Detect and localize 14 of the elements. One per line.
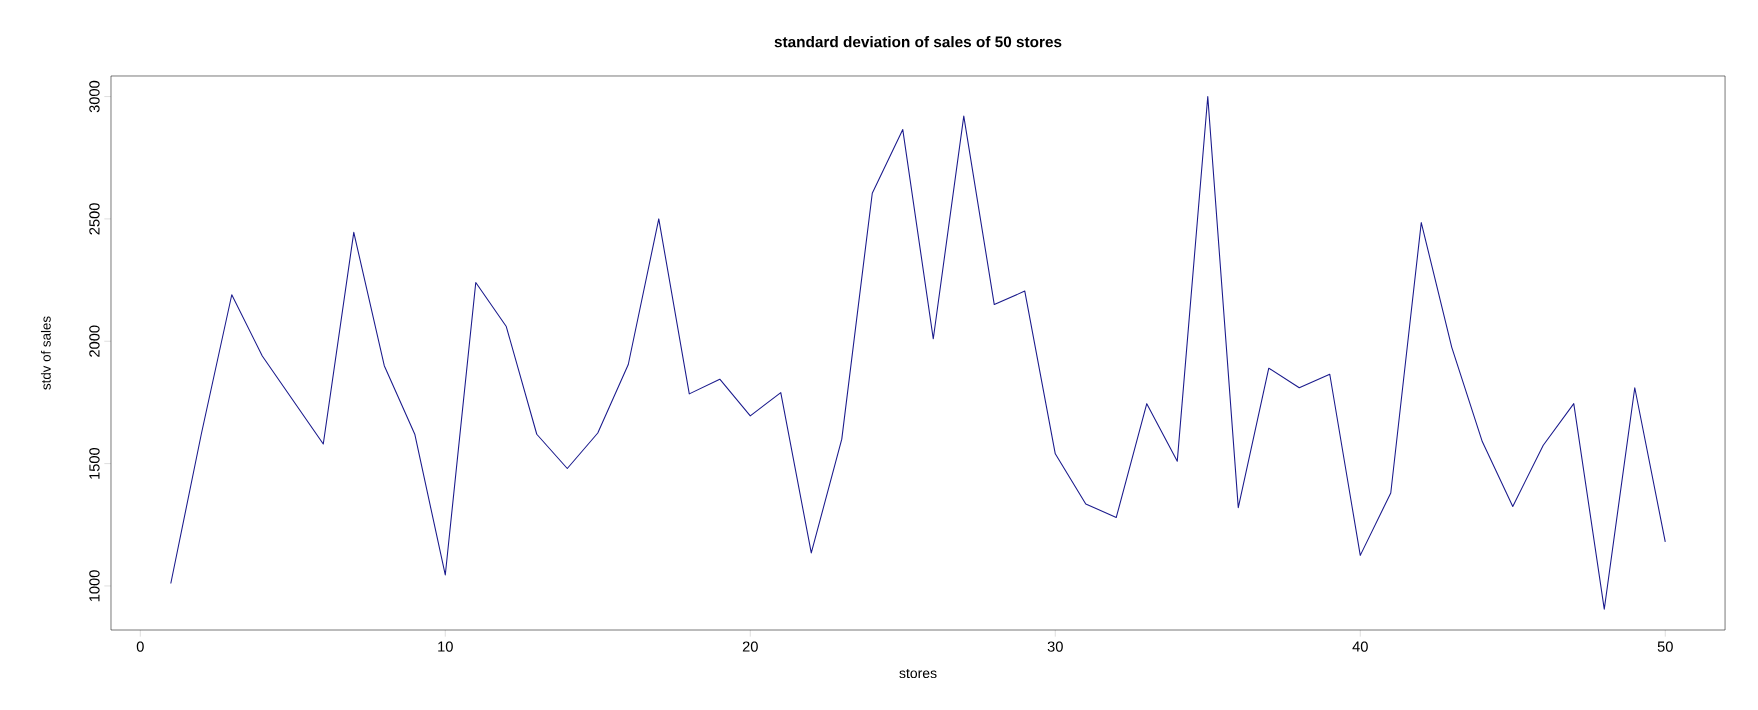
x-axis-title: stores bbox=[899, 668, 937, 679]
y-tick-label: 1500 bbox=[89, 447, 100, 479]
chart-title: standard deviation of sales of 50 stores bbox=[774, 36, 1062, 48]
x-tick-label: 50 bbox=[1657, 641, 1673, 652]
x-tick-label: 20 bbox=[742, 641, 758, 652]
x-tick-label: 10 bbox=[438, 641, 453, 652]
y-tick-label: 1000 bbox=[89, 570, 100, 602]
x-tick-label: 40 bbox=[1352, 641, 1368, 652]
y-tick-label: 2500 bbox=[89, 203, 100, 235]
y-axis-title: stdv of sales bbox=[40, 316, 51, 390]
y-tick-label: 3000 bbox=[89, 80, 100, 113]
x-tick-label: 30 bbox=[1047, 641, 1063, 652]
y-tick-label: 2000 bbox=[89, 325, 100, 357]
x-tick-label: 0 bbox=[136, 641, 144, 652]
